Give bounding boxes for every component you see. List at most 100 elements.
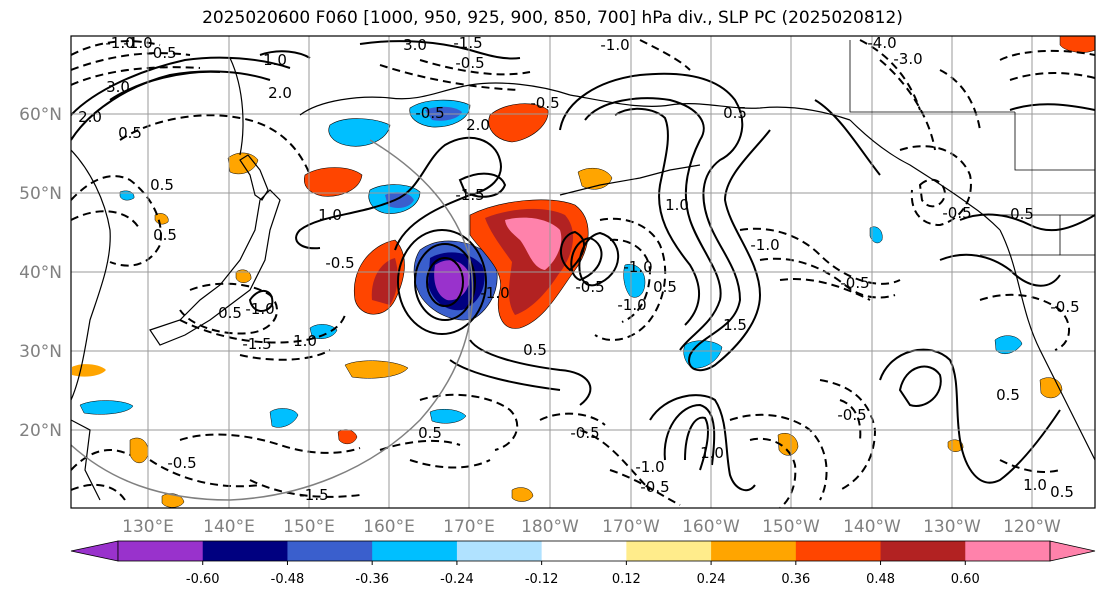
lat-label: 60°N xyxy=(19,105,62,125)
contour-label: 0.5 xyxy=(1050,483,1074,501)
colorbar-tick-label: -0.36 xyxy=(355,572,389,587)
lon-label: 140°E xyxy=(203,517,255,537)
contour-label: 1.0 xyxy=(1023,476,1047,494)
coastlines xyxy=(71,57,1095,501)
contour-label: -0.5 xyxy=(640,478,669,496)
contour-label: -0.5 xyxy=(1050,298,1079,316)
colorbar-tick-label: -0.60 xyxy=(186,572,220,587)
colorbar-segment xyxy=(795,541,882,561)
latitude-labels: 60°N 50°N 40°N 30°N 20°N xyxy=(19,105,62,441)
contour-label: 0.5 xyxy=(723,104,747,122)
lon-label: 160°E xyxy=(363,517,415,537)
colorbar-extend-high xyxy=(1049,540,1096,562)
colorbar-extend-low xyxy=(70,540,119,562)
contour-label: 0.5 xyxy=(218,304,242,322)
lat-label: 50°N xyxy=(19,184,62,204)
contour-label: -1.0 xyxy=(623,258,652,276)
contour-label: -1.0 xyxy=(750,236,779,254)
colorbar-segment xyxy=(541,541,627,561)
contour-label: 0.5 xyxy=(118,124,142,142)
contour-label: 3.0 xyxy=(403,36,427,54)
colorbar-segment xyxy=(965,541,1051,561)
contour-label: -1.5 xyxy=(453,34,482,52)
contour-label: -0.5 xyxy=(415,104,444,122)
colorbar-tick-label: -0.24 xyxy=(440,572,474,587)
contour-label: -0.5 xyxy=(167,454,196,472)
contour-label: -1.5 xyxy=(299,486,328,504)
lon-label: 160°W xyxy=(682,517,740,537)
contour-label: -0.5 xyxy=(147,44,176,62)
contour-label: 0.5 xyxy=(653,278,677,296)
contour-label: -4.0 xyxy=(867,34,896,52)
contour-label: -1.0 xyxy=(245,300,274,318)
lon-label: 180°W xyxy=(521,517,579,537)
graticule xyxy=(71,36,1095,508)
contour-label: -1.0 xyxy=(105,34,134,52)
contour-label: -0.5 xyxy=(325,254,354,272)
contour-label: -3.0 xyxy=(893,50,922,68)
contour-label: 2.0 xyxy=(78,108,102,126)
colorbar-segment xyxy=(880,541,966,561)
contour-label: -1.5 xyxy=(242,335,271,353)
lon-label: 170°W xyxy=(602,517,660,537)
contour-label: 0.5 xyxy=(996,386,1020,404)
lon-label: 150°E xyxy=(283,517,335,537)
contour-label: 1.0 xyxy=(263,51,287,69)
political-borders xyxy=(849,40,1095,256)
colorbar-segment xyxy=(626,541,712,561)
colorbar-frame xyxy=(117,540,1051,562)
contour-label: -0.5 xyxy=(455,54,484,72)
lon-label: 130°E xyxy=(122,517,174,537)
lon-label: 130°W xyxy=(923,517,981,537)
lon-label: 120°W xyxy=(1003,517,1061,537)
contour-label: 3.0 xyxy=(106,78,130,96)
colorbar-segment xyxy=(372,541,458,561)
contour-label: 1.0 xyxy=(700,444,724,462)
contour-label: -1.0 xyxy=(600,36,629,54)
contour-label: 0.5 xyxy=(153,226,177,244)
slp-positive-contours xyxy=(71,40,1095,492)
colorbar-tick-label: -0.12 xyxy=(525,572,559,587)
contour-label: -1.0 xyxy=(480,284,509,302)
range-circle xyxy=(71,139,474,501)
contour-label: -0.5 xyxy=(530,94,559,112)
contour-label: -0.5 xyxy=(570,424,599,442)
contour-label: 2.0 xyxy=(268,84,292,102)
contour-label: -0.5 xyxy=(837,406,866,424)
colorbar-tick-label: -0.48 xyxy=(271,572,305,587)
map-title: 2025020600 F060 [1000, 950, 925, 900, 85… xyxy=(202,8,903,28)
contour-label: -0.5 xyxy=(840,274,869,292)
lat-label: 40°N xyxy=(19,263,62,283)
lon-label: 140°W xyxy=(843,517,901,537)
longitude-labels: 130°E 140°E 150°E 160°E 170°E 180°W 170°W 160°W… xyxy=(122,517,1061,537)
contour-label: 0.5 xyxy=(150,176,174,194)
contour-label: -1.0 xyxy=(617,296,646,314)
lat-label: 20°N xyxy=(19,421,62,441)
contour-label: 1.5 xyxy=(723,316,747,334)
colorbar-segment xyxy=(456,541,543,561)
lat-label: 30°N xyxy=(19,342,62,362)
contour-label: -1.0 xyxy=(635,458,664,476)
contour-label: -0.5 xyxy=(942,204,971,222)
contour-label: 2.0 xyxy=(466,116,490,134)
colorbar-tick-label: 0.24 xyxy=(697,572,726,587)
map-panel: -1.0-1.0-0.53.0-1.0 -4.0-3.0-1.53.02.0-0.… xyxy=(71,34,1095,508)
colorbar-tick-label: 0.12 xyxy=(612,572,641,587)
colorbar-tick-label: 0.48 xyxy=(866,572,895,587)
contour-labels: -1.0-1.0-0.53.0-1.0 -4.0-3.0-1.53.02.0-0.… xyxy=(78,34,1080,504)
contour-label: -0.5 xyxy=(575,278,604,296)
contour-label: 1.0 xyxy=(665,196,689,214)
contour-label: 0.5 xyxy=(523,341,547,359)
colorbar-segment xyxy=(118,541,204,561)
contour-label: -1.5 xyxy=(455,186,484,204)
map-frame xyxy=(70,35,1096,509)
lon-label: 150°W xyxy=(762,517,820,537)
contour-label: -1.0 xyxy=(123,34,152,52)
contour-label: 0.5 xyxy=(418,424,442,442)
colorbar: -0.60 -0.48 -0.36 -0.24 -0.12 0.12 0.24 0.36 0.4… xyxy=(70,540,1096,587)
colorbar-segment xyxy=(287,541,373,561)
contour-label: 1.0 xyxy=(318,206,342,224)
colorbar-segment xyxy=(711,541,797,561)
